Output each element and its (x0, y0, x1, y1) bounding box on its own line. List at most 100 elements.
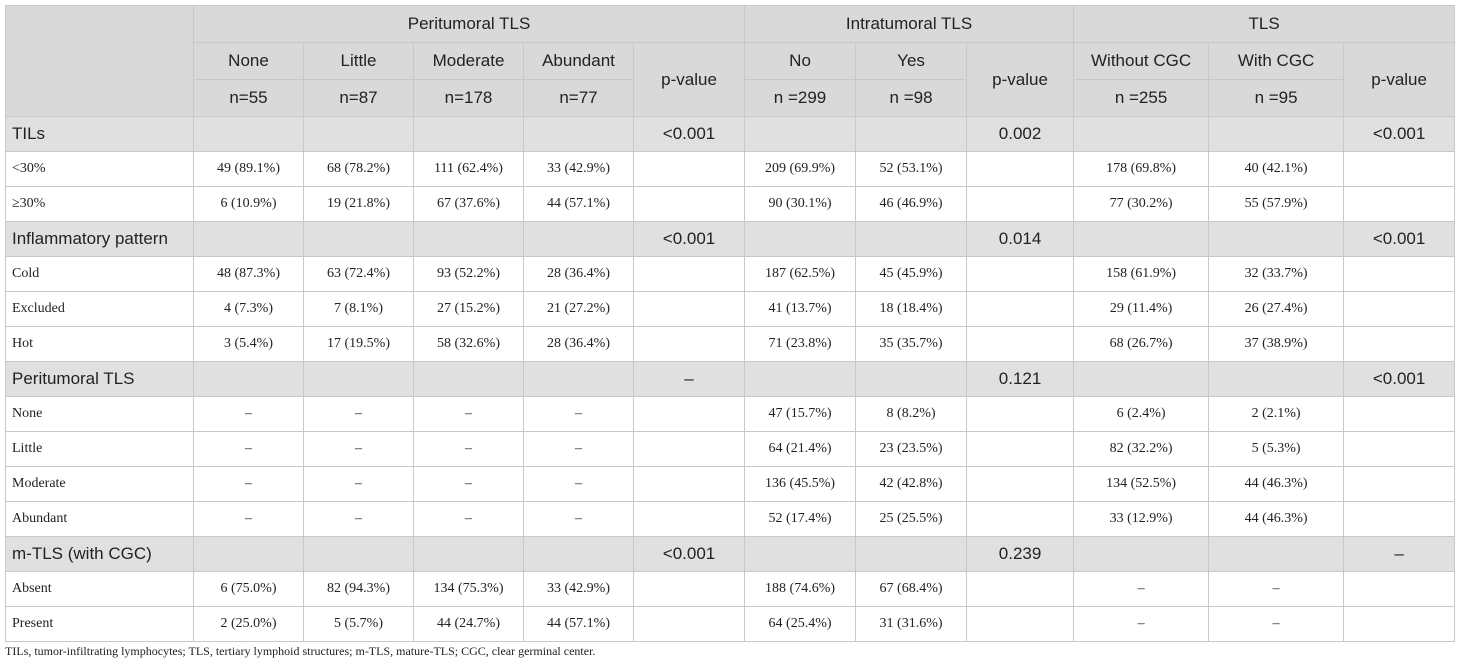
value-cell: 40 (42.1%) (1208, 151, 1345, 187)
p-value-tls: <0.001 (1343, 361, 1456, 397)
p-value-peritumoral: <0.001 (632, 536, 746, 572)
p-value-tls: – (1343, 536, 1456, 572)
value-cell: 5 (5.3%) (1208, 431, 1345, 467)
empty-cell (1208, 221, 1345, 257)
empty-cell (413, 116, 524, 152)
value-cell: 136 (45.5%) (744, 466, 857, 502)
value-cell: 48 (87.3%) (193, 256, 304, 292)
empty-cell (1343, 256, 1456, 292)
value-cell: 68 (26.7%) (1073, 326, 1210, 362)
value-cell: 134 (75.3%) (413, 571, 524, 607)
subheader-no: No (744, 42, 857, 80)
empty-cell (966, 256, 1075, 292)
empty-cell (966, 326, 1075, 362)
value-cell: 4 (7.3%) (193, 291, 304, 327)
empty-cell (1208, 116, 1345, 152)
empty-cell (1343, 291, 1456, 327)
value-cell: 46 (46.9%) (855, 186, 968, 222)
row-label: Cold (5, 256, 194, 292)
value-cell: 37 (38.9%) (1208, 326, 1345, 362)
table-row: Abundant – – – –52 (17.4%) 25 (25.5%) 33 (12.9… (5, 501, 1456, 537)
empty-cell (1073, 536, 1210, 572)
value-cell: 178 (69.8%) (1073, 151, 1210, 187)
value-cell: – (193, 501, 304, 537)
value-cell: 18 (18.4%) (855, 291, 968, 327)
value-cell: 41 (13.7%) (744, 291, 857, 327)
value-cell: – (523, 466, 634, 502)
value-cell: 90 (30.1%) (744, 186, 857, 222)
value-cell: 29 (11.4%) (1073, 291, 1210, 327)
row-label: ≥30% (5, 186, 194, 222)
value-cell: 209 (69.9%) (744, 151, 857, 187)
value-cell: 45 (45.9%) (855, 256, 968, 292)
value-cell: 21 (27.2%) (523, 291, 634, 327)
empty-cell (744, 536, 857, 572)
section-row: TILs <0.001 0.002 <0.001 (5, 116, 1456, 152)
empty-cell (413, 361, 524, 397)
value-cell: 134 (52.5%) (1073, 466, 1210, 502)
empty-cell (1343, 186, 1456, 222)
value-cell: 64 (25.4%) (744, 606, 857, 642)
value-cell: – (523, 396, 634, 432)
value-cell: 52 (53.1%) (855, 151, 968, 187)
value-cell: 33 (12.9%) (1073, 501, 1210, 537)
empty-cell (303, 361, 414, 397)
section-row: m-TLS (with CGC) <0.001 0.239 – (5, 536, 1456, 572)
empty-cell (744, 221, 857, 257)
empty-cell (1343, 501, 1456, 537)
empty-cell (632, 256, 746, 292)
table-row: None – – – –47 (15.7%) 8 (8.2%) 6 (2.4%) 2 (2.1… (5, 396, 1456, 432)
row-label: Excluded (5, 291, 194, 327)
subheader-little: Little (303, 42, 414, 80)
table-header: Peritumoral TLS Intratumoral TLS TLS Non… (5, 5, 1456, 117)
empty-cell (966, 291, 1075, 327)
value-cell: 55 (57.9%) (1208, 186, 1345, 222)
count-without-cgc: n =255 (1073, 79, 1210, 117)
table-row: Little – – – –64 (21.4%) 23 (23.5%) 82 (32.2%)… (5, 431, 1456, 467)
value-cell: – (413, 396, 524, 432)
value-cell: 188 (74.6%) (744, 571, 857, 607)
empty-cell (523, 221, 634, 257)
value-cell: – (303, 396, 414, 432)
empty-cell (744, 361, 857, 397)
value-cell: 28 (36.4%) (523, 326, 634, 362)
empty-cell (1073, 361, 1210, 397)
empty-cell (413, 536, 524, 572)
value-cell: – (413, 431, 524, 467)
empty-cell (632, 291, 746, 327)
table-row: Moderate – – – –136 (45.5%) 42 (42.8%) 134 (52… (5, 466, 1456, 502)
p-value-peritumoral: – (632, 361, 746, 397)
value-cell: 67 (68.4%) (855, 571, 968, 607)
value-cell: 8 (8.2%) (855, 396, 968, 432)
empty-cell (632, 151, 746, 187)
empty-cell (523, 361, 634, 397)
empty-cell (193, 536, 304, 572)
empty-cell (1343, 571, 1456, 607)
subheader-yes: Yes (855, 42, 968, 80)
row-label: Absent (5, 571, 194, 607)
subheader-without-cgc: Without CGC (1073, 42, 1210, 80)
group-header-peritumoral: Peritumoral TLS (192, 5, 746, 43)
value-cell: 33 (42.9%) (523, 571, 634, 607)
subheader-pvalue-tls: p-value (1343, 42, 1456, 117)
count-none: n=55 (193, 79, 304, 117)
empty-cell (966, 571, 1075, 607)
empty-cell (193, 221, 304, 257)
count-moderate: n=178 (413, 79, 524, 117)
count-no: n =299 (744, 79, 857, 117)
value-cell: 6 (10.9%) (193, 186, 304, 222)
value-cell: – (1073, 571, 1210, 607)
value-cell: 32 (33.7%) (1208, 256, 1345, 292)
p-value-intratumoral: 0.002 (966, 116, 1075, 152)
value-cell: 64 (21.4%) (744, 431, 857, 467)
empty-cell (855, 116, 968, 152)
p-value-intratumoral: 0.014 (966, 221, 1075, 257)
value-cell: – (413, 501, 524, 537)
value-cell: – (523, 431, 634, 467)
empty-cell (1343, 396, 1456, 432)
value-cell: 49 (89.1%) (193, 151, 304, 187)
empty-cell (632, 501, 746, 537)
subheader-pvalue-intratumoral: p-value (966, 42, 1075, 117)
empty-cell (966, 606, 1075, 642)
value-cell: 82 (94.3%) (303, 571, 414, 607)
